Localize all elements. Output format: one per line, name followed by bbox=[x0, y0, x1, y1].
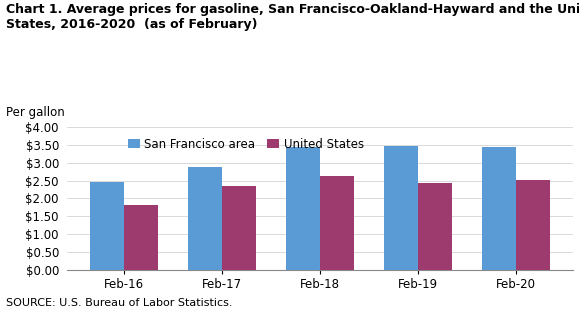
Legend: San Francisco area, United States: San Francisco area, United States bbox=[123, 133, 369, 155]
Text: Chart 1. Average prices for gasoline, San Francisco-Oakland-Hayward and the Unit: Chart 1. Average prices for gasoline, Sa… bbox=[6, 3, 579, 31]
Text: SOURCE: U.S. Bureau of Labor Statistics.: SOURCE: U.S. Bureau of Labor Statistics. bbox=[6, 299, 232, 308]
Bar bbox=[188, 167, 222, 270]
Bar bbox=[482, 148, 516, 270]
Bar bbox=[320, 176, 354, 270]
Bar bbox=[285, 148, 320, 270]
Bar bbox=[124, 205, 158, 270]
Bar bbox=[90, 182, 124, 270]
Bar bbox=[384, 146, 418, 270]
Bar bbox=[418, 183, 452, 270]
Bar bbox=[222, 186, 256, 270]
Bar bbox=[516, 180, 550, 270]
Text: Per gallon: Per gallon bbox=[6, 106, 64, 119]
